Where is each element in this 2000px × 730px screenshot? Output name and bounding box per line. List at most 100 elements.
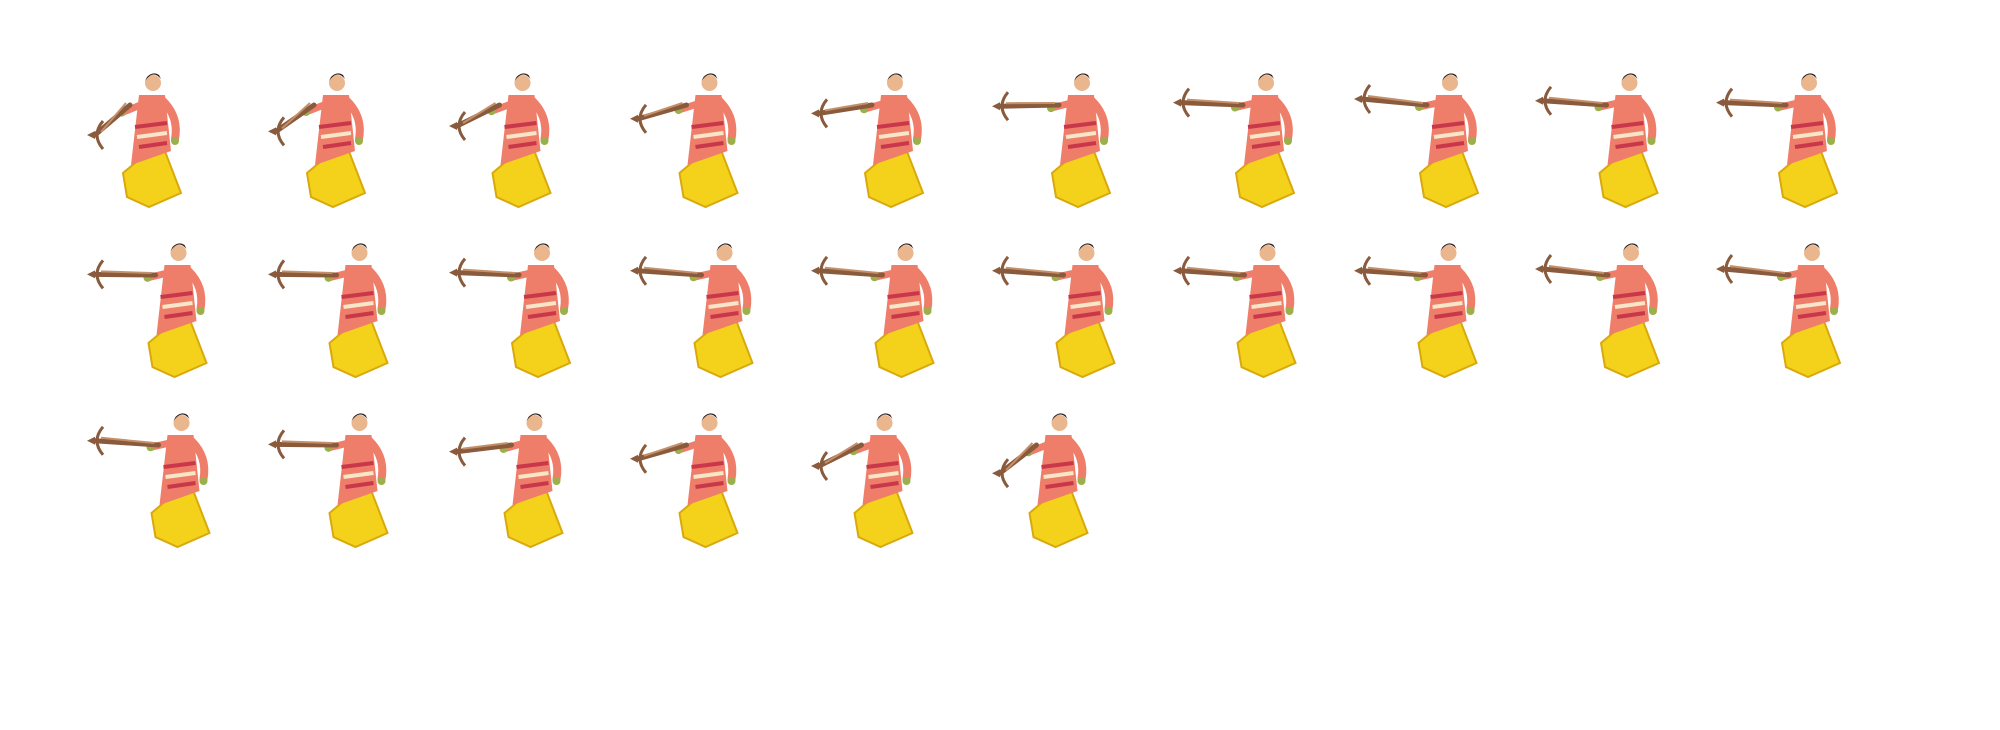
crossbow-prod [457, 257, 467, 288]
crossbow-prod [276, 116, 286, 147]
robe-stripe [1251, 141, 1281, 149]
arrow-tip [1716, 265, 1724, 273]
sprite-frame [449, 65, 632, 215]
cuff-shape [1830, 307, 1838, 315]
cuff-shape [1647, 137, 1656, 145]
archer-sprite [449, 73, 552, 209]
robe-stripe [1435, 141, 1465, 149]
cuff-shape [196, 307, 205, 315]
robe-stripe [878, 131, 910, 139]
robe-stripe [163, 461, 196, 469]
crossbow-highlight [1729, 265, 1786, 274]
crossbow-highlight [824, 102, 869, 112]
crossbow-prod [1362, 84, 1372, 114]
sleeve-arm [540, 437, 562, 483]
robe-stripe [708, 301, 739, 309]
crossbow-prod [819, 255, 829, 286]
archer-sprite [1716, 73, 1839, 209]
sprite-frame [449, 235, 632, 385]
robe-stripe [870, 481, 899, 489]
robe-stripe [1614, 301, 1646, 309]
cuff-shape [727, 137, 736, 145]
sleeve-arm [1635, 97, 1657, 143]
hair-shape [526, 413, 543, 421]
head-shape [173, 415, 190, 431]
crossbow-highlight [643, 442, 683, 457]
hair-shape [173, 413, 190, 421]
cuff-shape [552, 477, 561, 485]
head-shape [1258, 75, 1274, 91]
archer-sprite [268, 413, 389, 549]
sprite-frame [992, 65, 1175, 215]
arrow-tip [630, 266, 638, 275]
robe-stripe [1068, 291, 1101, 299]
robe-stripe [1612, 291, 1646, 299]
hair-shape [1259, 243, 1276, 251]
hair-shape [701, 413, 718, 421]
robe-stripe [1063, 121, 1097, 129]
crossbow-highlight [1548, 96, 1603, 104]
robe-stripe [345, 481, 374, 489]
crossbow-stock [1178, 268, 1247, 278]
robe-stripe [1795, 301, 1827, 309]
archer-sprite [1173, 73, 1296, 209]
crossbow-prod [1724, 87, 1734, 118]
sleeve-arm [890, 437, 912, 483]
hair-shape [329, 73, 345, 81]
hair-shape [876, 413, 893, 421]
robe-stripe [162, 301, 193, 309]
robe-stripe [1041, 461, 1074, 469]
head-shape [1074, 75, 1090, 91]
hair-shape [514, 73, 531, 81]
robe-stripe [693, 471, 724, 479]
robe-stripe [1251, 301, 1282, 309]
crossbow-prod [457, 436, 467, 467]
crossbow-highlight [1186, 266, 1241, 274]
sprite-frame [811, 65, 994, 215]
sprite-frame [992, 235, 1175, 385]
crossbow-stock [816, 268, 885, 278]
archer-sprite [1716, 243, 1842, 379]
hair-shape [1078, 243, 1095, 251]
crossbow-highlight [1005, 442, 1034, 471]
sleeve-arm [1637, 267, 1658, 313]
sleeve-arm [715, 437, 737, 483]
crossbow-stock [273, 441, 339, 448]
head-shape [1051, 415, 1068, 431]
robe-stripe [695, 481, 724, 489]
robe-stripe [1434, 311, 1463, 319]
robe-stripe [136, 131, 168, 139]
crossbow-stock [92, 438, 161, 448]
arrow-tip [449, 268, 457, 277]
archer-sprite [1535, 243, 1661, 379]
hair-shape [351, 413, 368, 421]
robe-stripe [523, 291, 557, 299]
robe-stripe [165, 471, 196, 479]
robe-stripe [1616, 311, 1646, 319]
sprite-frame [992, 405, 1175, 555]
crossbow-prod [1181, 87, 1191, 118]
crossbow-stock [273, 271, 339, 278]
sleeve-arm [1815, 97, 1836, 143]
robe-stripe [1792, 131, 1824, 139]
archer-sprite [87, 413, 211, 549]
crossbow-highlight [462, 268, 516, 274]
robe-stripe [318, 121, 352, 129]
archer-sprite [449, 243, 572, 379]
robe-stripe [520, 481, 549, 489]
robe-stripe [1045, 481, 1074, 489]
archer-sprite [87, 73, 183, 209]
archer-sprite [268, 243, 389, 379]
crossbow-stock [454, 442, 514, 455]
hair-shape [1623, 243, 1639, 251]
arrow-tip [1716, 98, 1724, 107]
head-shape [1442, 75, 1458, 91]
arrow-tip [1173, 266, 1181, 275]
head-shape [1440, 245, 1457, 261]
crossbow-prod [1000, 255, 1010, 286]
cuff-shape [377, 477, 386, 485]
robe-stripe [710, 311, 739, 319]
cuff-shape [540, 137, 549, 145]
sleeve-arm [1818, 267, 1839, 313]
